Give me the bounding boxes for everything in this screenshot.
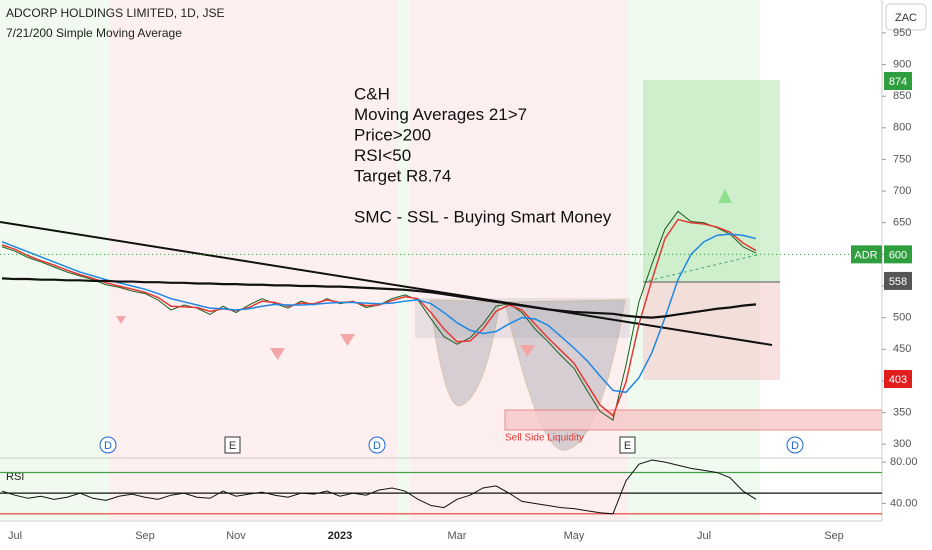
event-label: E: [229, 440, 236, 452]
annotation-line: C&H: [354, 84, 390, 103]
annotation-line: Moving Averages 21>7: [354, 105, 527, 124]
signal: [340, 334, 355, 346]
price-tag: [884, 71, 912, 90]
x-tick-label: Jul: [8, 530, 22, 542]
signal: [520, 345, 535, 357]
y-tick-label: 850: [893, 90, 911, 102]
signal: [718, 189, 732, 203]
y-tick-label: 650: [893, 217, 911, 229]
x-tick-label: Jul: [697, 530, 711, 542]
symbol-button[interactable]: [885, 3, 927, 31]
series-line: [1, 233, 757, 394]
events: D E D E D: [99, 436, 804, 454]
rsi-label: RSI: [6, 471, 24, 483]
price-tag: [884, 245, 912, 264]
x-tick-label: Mar: [448, 530, 467, 542]
region-red: [410, 0, 628, 520]
event-badge: [368, 436, 386, 454]
event-label: D: [104, 440, 112, 452]
symbol-button-label[interactable]: ZAC: [895, 12, 917, 24]
x-tick-label: 2023: [328, 530, 352, 542]
y-tick-label: 450: [893, 343, 911, 355]
y-tick-label: 750: [893, 153, 911, 165]
region-green: [398, 0, 410, 520]
price-tag-name-bg: [851, 245, 882, 264]
rsi-tick-label: 80.00: [890, 456, 918, 468]
event-label: D: [373, 440, 381, 452]
price-tag: [884, 370, 912, 389]
signal: [116, 316, 126, 324]
price-tag-label: 403: [889, 374, 907, 386]
y-tick-label: 950: [893, 27, 911, 39]
y-tick-label: 700: [893, 185, 911, 197]
event-badge: [224, 436, 241, 454]
position-line: [642, 254, 758, 283]
annotation-line: RSI<50: [354, 146, 411, 165]
cup: [429, 299, 501, 407]
series-line: [1, 218, 757, 417]
price-tag: [884, 271, 912, 290]
liquidity-zone: [504, 409, 883, 431]
y-tick-label: 900: [893, 58, 911, 70]
annotation-line: Price>200: [354, 125, 431, 144]
y-tick-label: 800: [893, 122, 911, 134]
series-line: [1, 277, 757, 319]
y-tick-label: 300: [893, 438, 911, 450]
zone-label: Sell Side Liquidity: [505, 433, 584, 444]
price-tag-name: ADR: [854, 249, 877, 261]
chart-title: ADCORP HOLDINGS LIMITED, 1D, JSE: [6, 6, 225, 20]
price-tag-label: 874: [889, 76, 907, 88]
rsi-tick-label: 40.00: [890, 497, 918, 509]
series-line: [1, 459, 757, 515]
target-zone: [643, 80, 780, 282]
event-badge: [99, 436, 117, 454]
annotation-line: SMC - SSL - Buying Smart Money: [354, 207, 612, 226]
region-green: [0, 0, 110, 520]
event-label: E: [624, 440, 631, 452]
x-tick-label: Sep: [135, 530, 155, 542]
y-tick-label: 500: [893, 312, 911, 324]
trend-line: [0, 221, 773, 346]
price-tag-label: 558: [889, 276, 907, 288]
event-badge: [619, 436, 636, 454]
y-tick-label: 350: [893, 406, 911, 418]
event-label: D: [791, 440, 799, 452]
event-badge: [786, 436, 804, 454]
annotation-line: Target R8.74: [354, 166, 451, 185]
x-tick-label: May: [564, 530, 585, 542]
region-red: [110, 0, 398, 520]
signal: [270, 348, 285, 360]
x-tick-label: Sep: [824, 530, 844, 542]
chart-subtitle: 7/21/200 Simple Moving Average: [6, 26, 182, 40]
x-tick-label: Nov: [226, 530, 246, 542]
stop-zone: [643, 282, 780, 380]
price-tag-label: 600: [889, 249, 907, 261]
